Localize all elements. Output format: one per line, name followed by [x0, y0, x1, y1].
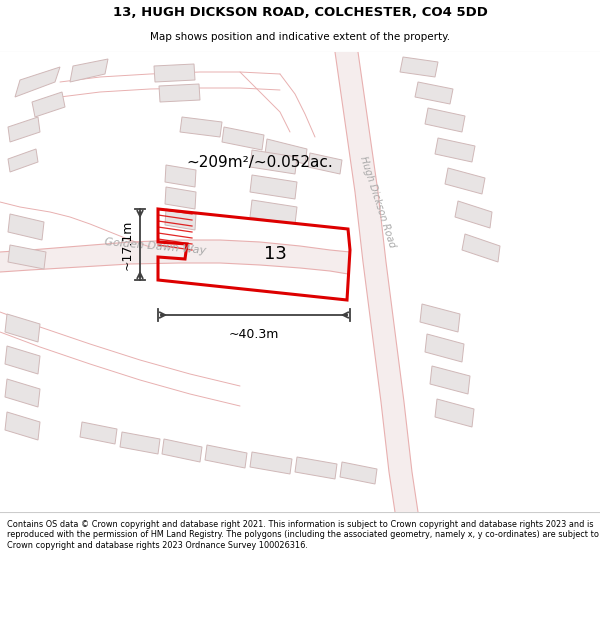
Text: ~209m²/~0.052ac.: ~209m²/~0.052ac.: [187, 154, 334, 169]
Polygon shape: [250, 452, 292, 474]
Text: Map shows position and indicative extent of the property.: Map shows position and indicative extent…: [150, 32, 450, 43]
Polygon shape: [250, 200, 297, 224]
Polygon shape: [425, 108, 465, 132]
Polygon shape: [0, 240, 350, 274]
Text: ~17.1m: ~17.1m: [121, 219, 134, 270]
Polygon shape: [435, 399, 474, 427]
Text: 13: 13: [263, 245, 286, 263]
Polygon shape: [180, 117, 222, 137]
Polygon shape: [222, 127, 264, 150]
Text: Hugh Dickson Road: Hugh Dickson Road: [358, 155, 398, 249]
Polygon shape: [430, 366, 470, 394]
Polygon shape: [308, 153, 342, 174]
Polygon shape: [8, 214, 44, 240]
Polygon shape: [8, 117, 40, 142]
Polygon shape: [425, 334, 464, 362]
Polygon shape: [159, 84, 200, 102]
Polygon shape: [80, 422, 117, 444]
Polygon shape: [400, 57, 438, 77]
Polygon shape: [5, 346, 40, 374]
Polygon shape: [265, 139, 307, 164]
Polygon shape: [32, 92, 65, 117]
Polygon shape: [154, 64, 195, 82]
Polygon shape: [415, 82, 453, 104]
Polygon shape: [455, 201, 492, 228]
Polygon shape: [340, 462, 377, 484]
Polygon shape: [295, 457, 337, 479]
Polygon shape: [420, 304, 460, 332]
Polygon shape: [162, 439, 202, 462]
Polygon shape: [15, 67, 60, 97]
Polygon shape: [335, 52, 418, 512]
Polygon shape: [165, 187, 196, 209]
Polygon shape: [5, 379, 40, 407]
Text: 13, HUGH DICKSON ROAD, COLCHESTER, CO4 5DD: 13, HUGH DICKSON ROAD, COLCHESTER, CO4 5…: [113, 6, 487, 19]
Text: Golden Dawn Way: Golden Dawn Way: [104, 237, 206, 256]
Text: Contains OS data © Crown copyright and database right 2021. This information is : Contains OS data © Crown copyright and d…: [7, 520, 599, 550]
Polygon shape: [70, 59, 108, 82]
Polygon shape: [250, 150, 297, 174]
Text: ~40.3m: ~40.3m: [229, 328, 279, 341]
Polygon shape: [435, 138, 475, 162]
Polygon shape: [8, 149, 38, 172]
Polygon shape: [5, 412, 40, 440]
Polygon shape: [445, 168, 485, 194]
Polygon shape: [8, 245, 46, 269]
Polygon shape: [165, 209, 196, 230]
Polygon shape: [165, 165, 196, 187]
Polygon shape: [120, 432, 160, 454]
Polygon shape: [205, 445, 247, 468]
Polygon shape: [5, 314, 40, 342]
Polygon shape: [250, 175, 297, 199]
Polygon shape: [462, 234, 500, 262]
